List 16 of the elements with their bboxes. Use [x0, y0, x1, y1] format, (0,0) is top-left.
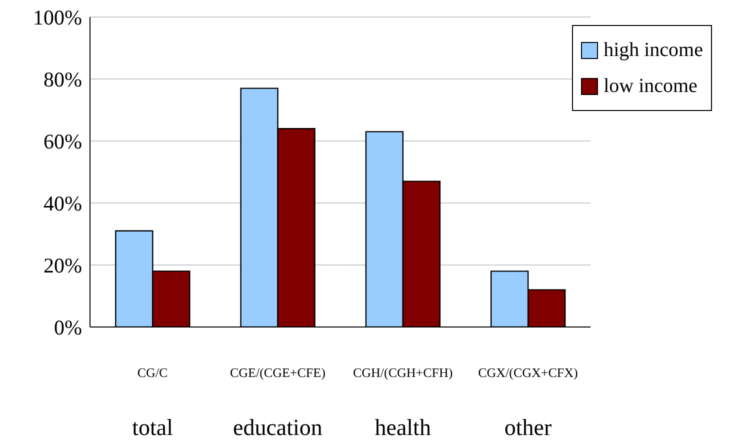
x-tick-label: CGX/(CGX+CFX) — [478, 365, 578, 380]
x-tick-label: CG/C — [137, 365, 168, 380]
x-tick-label: CGH/(CGH+CFH) — [352, 365, 453, 380]
y-tick-label: 80% — [44, 67, 82, 92]
text: total — [132, 415, 174, 440]
y-tick-label: 0% — [54, 315, 82, 340]
x-tick-label: CGE/(CGE+CFE) — [230, 365, 326, 380]
y-tick-label: 40% — [44, 191, 82, 216]
y-tick-label: 60% — [44, 129, 82, 154]
y-tick-label: 100% — [33, 5, 82, 30]
legend-label: low income — [604, 74, 698, 98]
text: health — [374, 415, 432, 440]
text: other — [504, 415, 552, 440]
legend-label: high income — [604, 38, 703, 62]
y-tick-label: 20% — [44, 253, 82, 278]
text: education — [233, 415, 323, 440]
